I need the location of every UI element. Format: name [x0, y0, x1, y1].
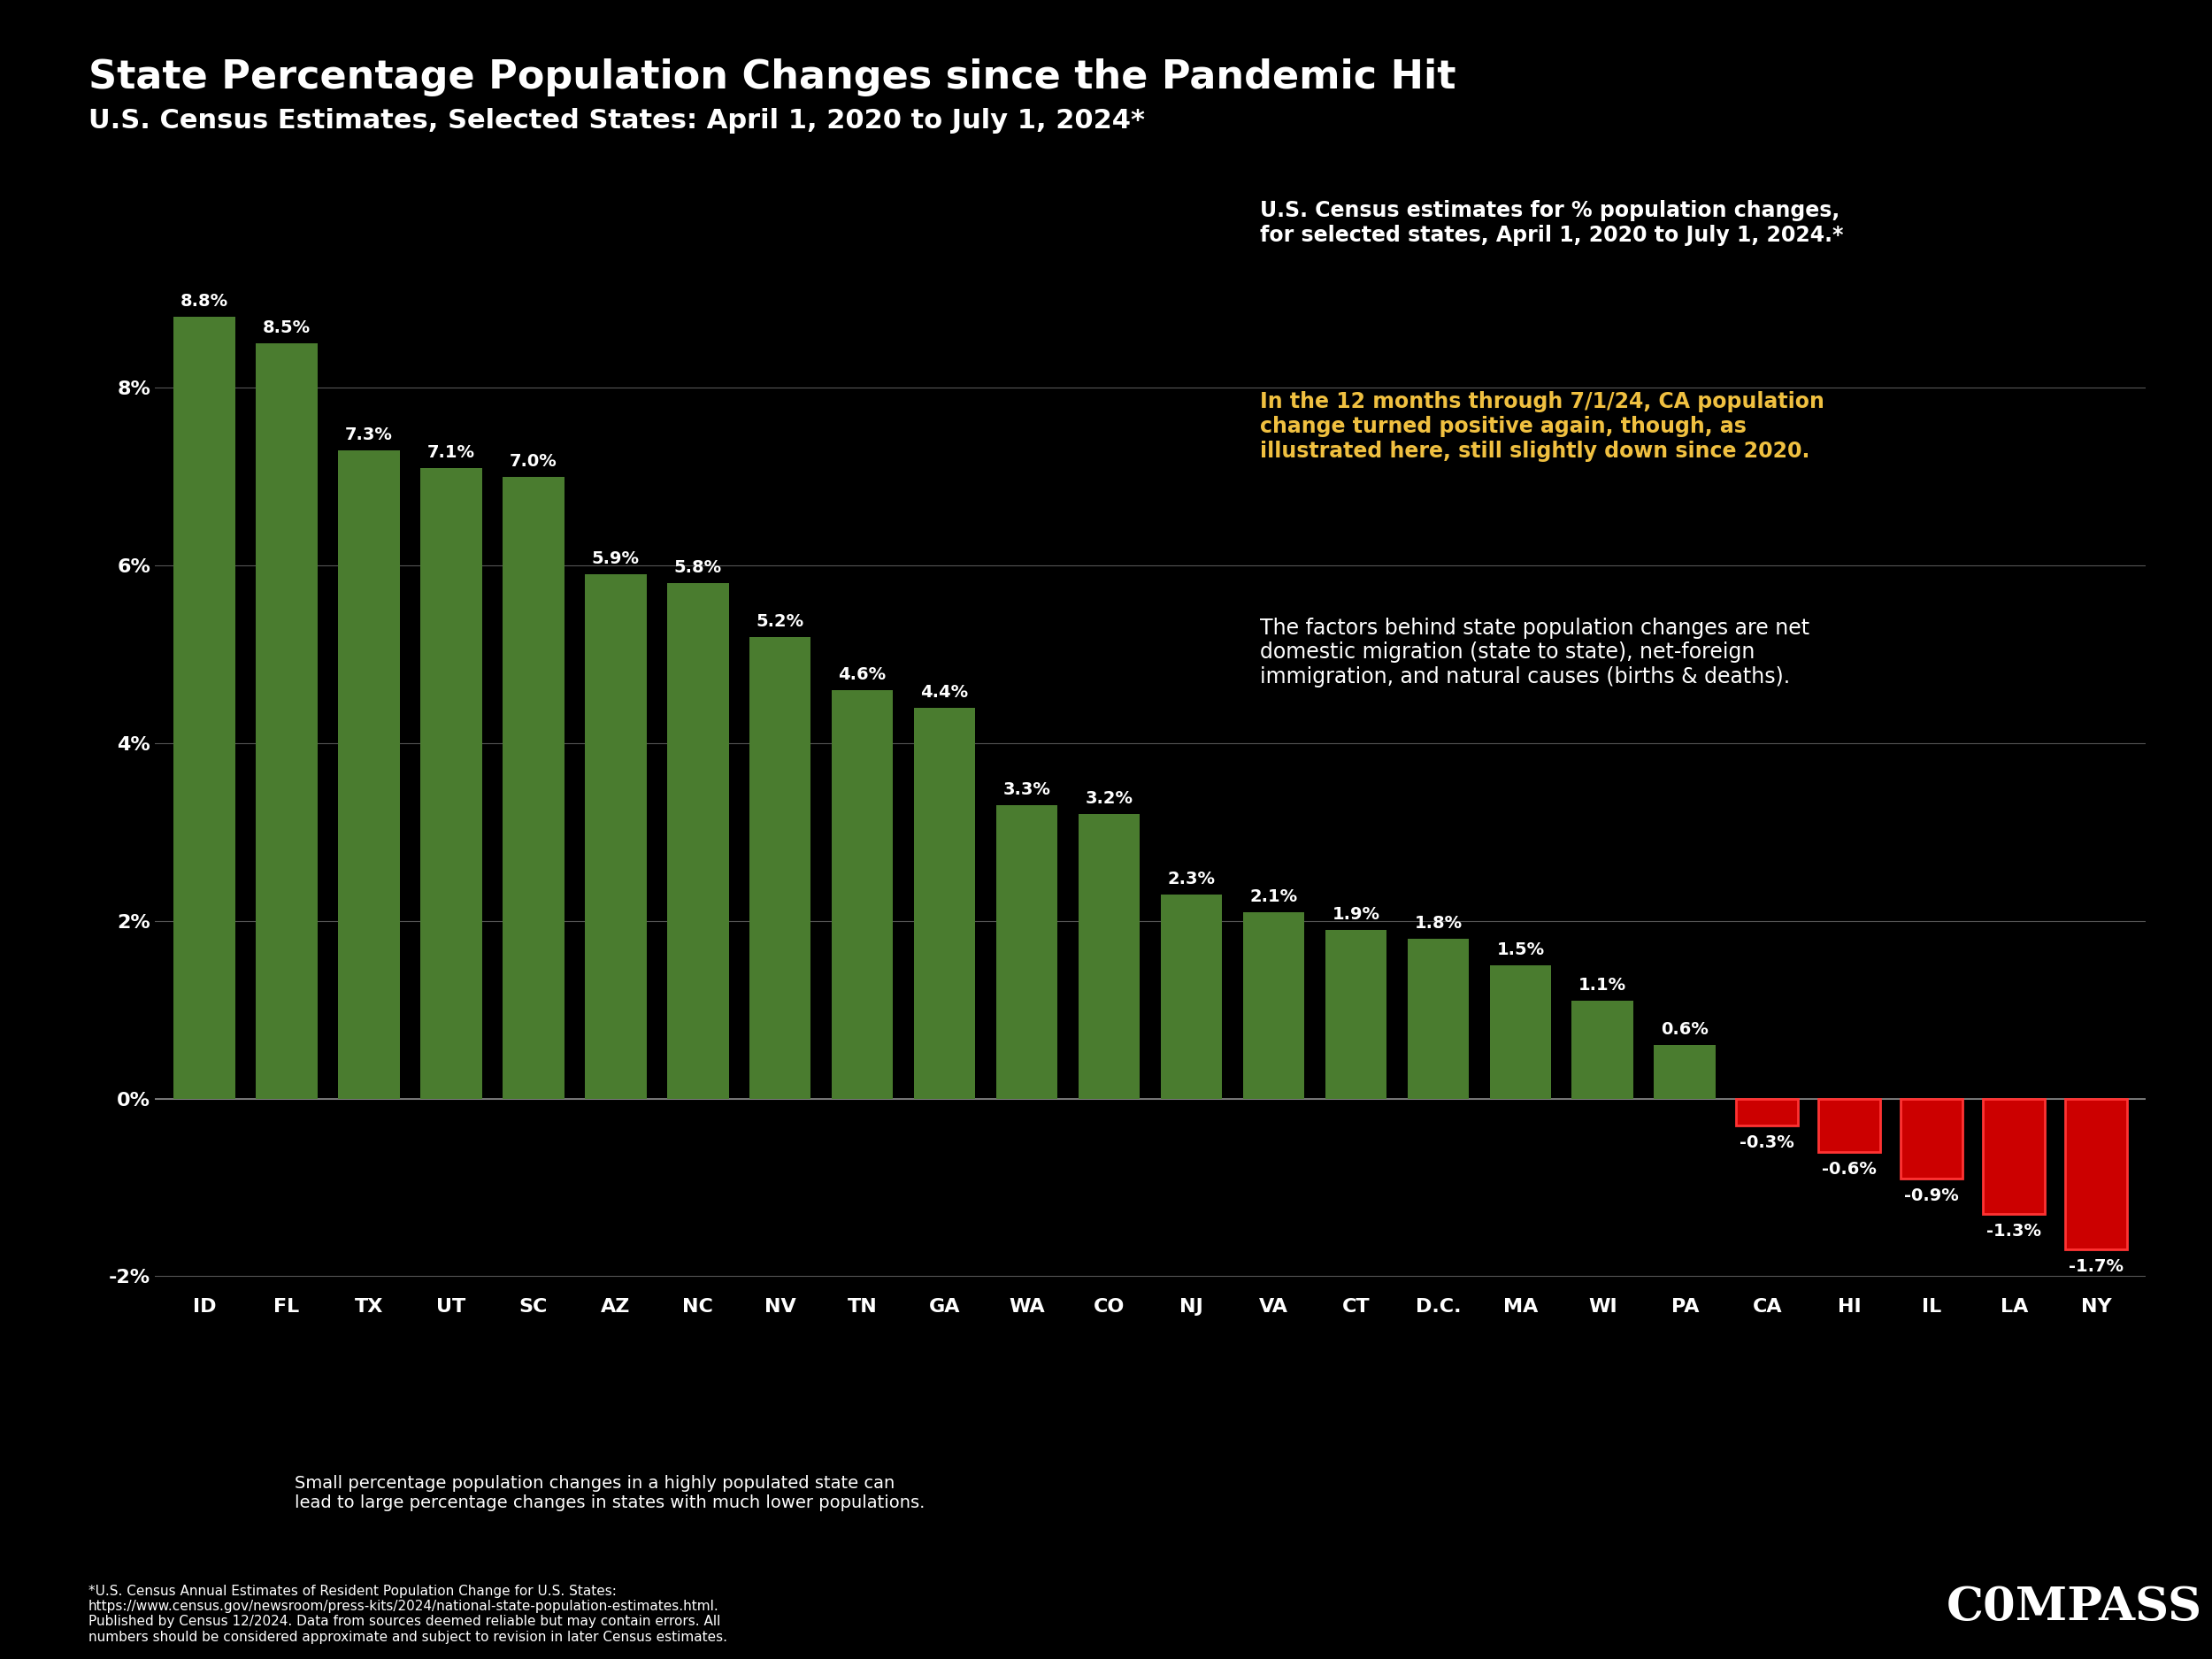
Text: 8.8%: 8.8%: [179, 294, 228, 310]
Bar: [1818, 1098, 1880, 1151]
Text: 0.6%: 0.6%: [1661, 1022, 1710, 1039]
Bar: [995, 806, 1057, 1098]
Bar: [1736, 1098, 1798, 1125]
Text: 1.5%: 1.5%: [1498, 941, 1544, 959]
Text: -0.9%: -0.9%: [1905, 1188, 1960, 1204]
Bar: [832, 690, 894, 1098]
Text: 5.8%: 5.8%: [675, 559, 721, 576]
Text: 1.8%: 1.8%: [1413, 914, 1462, 932]
Text: 5.2%: 5.2%: [757, 612, 803, 629]
Text: 7.0%: 7.0%: [509, 453, 557, 469]
Bar: [668, 584, 728, 1098]
Bar: [1407, 939, 1469, 1098]
Text: In the 12 months through 7/1/24, CA population
change turned positive again, tho: In the 12 months through 7/1/24, CA popu…: [1261, 392, 1825, 461]
Bar: [914, 708, 975, 1098]
Text: 2.3%: 2.3%: [1168, 871, 1214, 888]
Text: The factors behind state population changes are net
domestic migration (state to: The factors behind state population chan…: [1261, 617, 1809, 687]
Bar: [1900, 1098, 1962, 1178]
Text: Small percentage population changes in a highly populated state can
lead to larg: Small percentage population changes in a…: [294, 1475, 925, 1511]
Text: 7.1%: 7.1%: [427, 445, 476, 461]
Text: C0MPASS: C0MPASS: [1947, 1584, 2203, 1629]
Text: -0.3%: -0.3%: [1741, 1135, 1794, 1151]
Text: 4.4%: 4.4%: [920, 684, 969, 700]
Bar: [420, 468, 482, 1098]
Bar: [1984, 1098, 2044, 1214]
Bar: [1655, 1045, 1717, 1098]
Bar: [338, 450, 400, 1098]
Bar: [1325, 929, 1387, 1098]
Bar: [173, 317, 234, 1098]
Bar: [750, 637, 812, 1098]
Text: -0.6%: -0.6%: [1823, 1161, 1876, 1178]
Text: 7.3%: 7.3%: [345, 426, 392, 443]
Bar: [1243, 912, 1305, 1098]
Text: U.S. Census Estimates, Selected States: April 1, 2020 to July 1, 2024*: U.S. Census Estimates, Selected States: …: [88, 108, 1146, 133]
Text: 3.3%: 3.3%: [1002, 781, 1051, 798]
Text: 2.1%: 2.1%: [1250, 888, 1298, 904]
Text: 8.5%: 8.5%: [263, 320, 310, 337]
Bar: [502, 476, 564, 1098]
Bar: [257, 343, 316, 1098]
Text: -1.7%: -1.7%: [2068, 1259, 2124, 1276]
Bar: [1161, 894, 1223, 1098]
Text: State Percentage Population Changes since the Pandemic Hit: State Percentage Population Changes sinc…: [88, 58, 1455, 96]
Text: 1.9%: 1.9%: [1332, 906, 1380, 922]
Text: *U.S. Census Annual Estimates of Resident Population Change for U.S. States:
htt: *U.S. Census Annual Estimates of Residen…: [88, 1584, 728, 1644]
Text: 1.1%: 1.1%: [1579, 977, 1626, 994]
Bar: [584, 574, 646, 1098]
Bar: [1077, 815, 1139, 1098]
Bar: [1489, 966, 1551, 1098]
Text: 4.6%: 4.6%: [838, 665, 887, 684]
Text: -1.3%: -1.3%: [1986, 1223, 2042, 1239]
Text: 3.2%: 3.2%: [1086, 790, 1133, 808]
Bar: [1573, 1000, 1632, 1098]
Text: 5.9%: 5.9%: [591, 551, 639, 567]
Text: U.S. Census estimates for % population changes,
for selected states, April 1, 20: U.S. Census estimates for % population c…: [1261, 199, 1843, 246]
Bar: [2066, 1098, 2128, 1249]
